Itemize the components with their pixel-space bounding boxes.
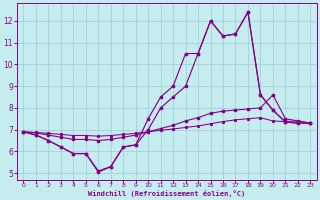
X-axis label: Windchill (Refroidissement éolien,°C): Windchill (Refroidissement éolien,°C) bbox=[88, 190, 245, 197]
